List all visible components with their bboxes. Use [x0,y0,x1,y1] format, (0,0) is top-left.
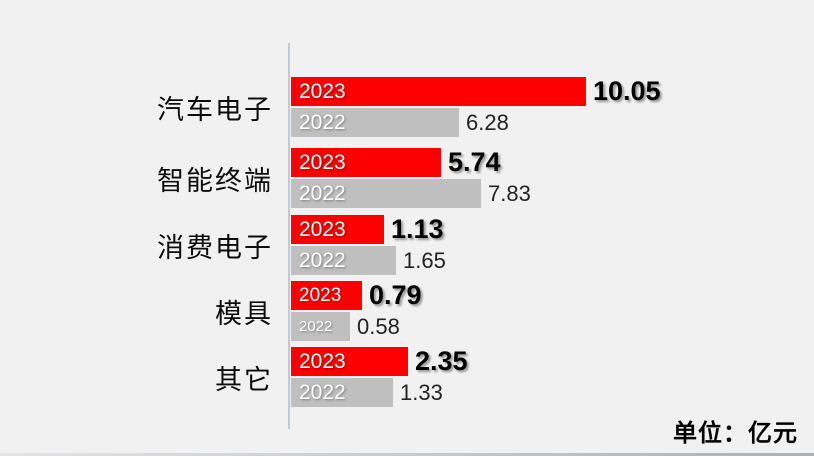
unit-label: 单位：亿元 [673,420,798,447]
category-label: 其它 [215,364,273,395]
value-label-2023: 0.79 [369,280,422,310]
bar-2022: 2022 [291,312,350,341]
value-label-2023: 10.05 [593,76,661,106]
bar-group: 消费电子 2023 1.13 2022 1.65 [0,215,814,275]
bar-group: 智能终端 2023 5.74 2022 7.83 [0,148,814,208]
category-label: 消费电子 [157,232,273,263]
year-label: 2022 [299,111,346,134]
value-label-2022: 6.28 [466,109,509,135]
bar-2022: 2022 [291,246,396,275]
bar-2022: 2022 [291,108,459,137]
bar-2023: 2023 [291,215,384,244]
value-label-2023: 2.35 [415,346,468,376]
year-label: 2022 [299,318,333,335]
value-label-2022: 7.83 [488,180,531,206]
bar-2023: 2023 [291,148,441,177]
value-label-2023: 5.74 [448,147,501,177]
bar-2022: 2022 [291,378,393,407]
bar-2022: 2022 [291,179,481,208]
year-label: 2023 [299,285,342,306]
bar-group: 模具 2023 0.79 2022 0.58 [0,281,814,341]
category-label: 模具 [215,298,273,329]
bar-group: 汽车电子 2023 10.05 2022 6.28 [0,77,814,137]
year-label: 2022 [299,249,346,272]
value-label-2023: 1.13 [391,214,444,244]
category-label: 汽车电子 [157,94,273,125]
year-label: 2022 [299,381,346,404]
year-label: 2022 [299,182,346,205]
category-label: 智能终端 [157,165,273,196]
y-axis-line [288,43,290,429]
bar-group: 其它 2023 2.35 2022 1.33 [0,347,814,407]
bottom-window-edge [0,453,814,456]
bar-2023: 2023 [291,347,408,376]
value-label-2022: 0.58 [357,313,400,339]
value-label-2022: 1.65 [403,247,446,273]
year-label: 2023 [299,80,346,103]
bar-2023: 2023 [291,77,586,106]
year-label: 2023 [299,151,346,174]
year-label: 2023 [299,218,346,241]
year-label: 2023 [299,350,346,373]
bar-2023: 2023 [291,281,362,310]
value-label-2022: 1.33 [400,379,443,405]
